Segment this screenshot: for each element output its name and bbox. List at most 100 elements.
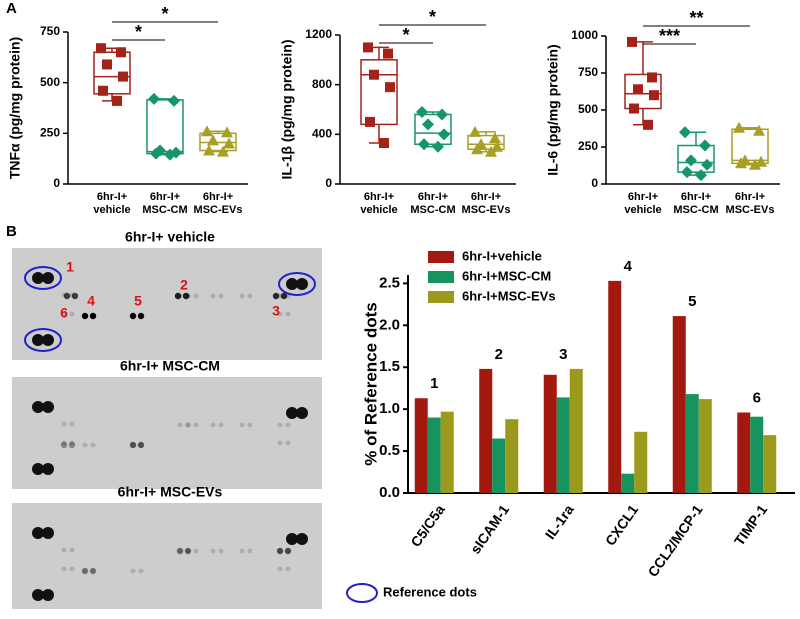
reference-dot (42, 334, 54, 346)
blot-spot (218, 293, 224, 299)
blot-spot (130, 568, 136, 574)
data-point (207, 134, 219, 146)
blot-spot (247, 548, 253, 554)
reference-dot (42, 401, 54, 413)
blot-spot (285, 311, 291, 317)
blot-spot (81, 567, 89, 575)
blot-spot (137, 441, 145, 449)
bar (569, 368, 583, 493)
y-tick-label: 500 (578, 102, 598, 116)
blot-spot (247, 422, 253, 428)
spot-label: 1 (66, 259, 74, 275)
y-tick-label: 0 (325, 176, 332, 190)
data-point (438, 128, 450, 141)
data-point (685, 154, 697, 167)
data-point (201, 125, 213, 137)
y-tick-label: 1.5 (379, 358, 400, 375)
x-tick-label: sICAM-1 (467, 501, 512, 556)
data-point (699, 139, 711, 152)
y-tick-label: 0 (591, 176, 598, 190)
box (360, 59, 398, 126)
blot-spot (218, 422, 224, 428)
data-point (755, 155, 767, 167)
data-point (148, 92, 160, 105)
reference-dot (32, 401, 44, 413)
data-point (168, 94, 180, 107)
y-tick-label: 1.0 (379, 400, 400, 417)
x-tick-label: 6hr-I+ (97, 191, 127, 203)
data-point (647, 72, 657, 83)
blot-spot (69, 440, 75, 446)
y-tick-label: 250 (578, 139, 598, 153)
blot-spot (218, 548, 224, 554)
bar-annotation: 1 (430, 375, 438, 392)
y-tick-label: 500 (40, 75, 60, 89)
blot-title: 6hr-I+ vehicle (125, 229, 215, 245)
data-point (469, 125, 481, 137)
blot-spot (280, 292, 288, 300)
y-tick-label: 0.5 (379, 442, 400, 459)
x-tick-label: 6hr-I+ (628, 191, 658, 203)
bar (505, 419, 519, 493)
blot-spot (285, 440, 291, 446)
blot-spot (174, 292, 182, 300)
bar-annotation: 4 (624, 258, 633, 275)
blot-spot (185, 422, 191, 428)
reference-dot (32, 334, 44, 346)
data-point (629, 103, 639, 114)
y-tick-label: 0 (53, 176, 60, 190)
y-tick-label: 800 (312, 77, 332, 91)
blot-spot (69, 421, 75, 427)
x-tick-label: CXCL1 (602, 502, 642, 549)
data-point (102, 59, 112, 70)
blot-spot (89, 312, 97, 320)
data-point (643, 119, 653, 130)
reference-dot (32, 463, 44, 475)
blot-spot (239, 293, 245, 299)
bar (621, 473, 635, 493)
y-tick-label: 750 (40, 24, 60, 38)
data-point (203, 144, 215, 156)
x-tick-label: 6hr-I+ (203, 191, 233, 203)
y-axis-label: IL-1β (pg/mg protein) (279, 40, 295, 180)
x-tick-label: IL-1ra (542, 501, 577, 542)
legend-label: 6hr-I+vehicle (462, 248, 542, 263)
reference-dot (32, 589, 44, 601)
blot-legend-label: Reference dots (383, 584, 477, 599)
x-tick-label: MSC-CM (410, 204, 455, 216)
blot-spot (138, 568, 144, 574)
data-point (418, 138, 430, 151)
blot-spot (210, 548, 216, 554)
blot-spot (63, 292, 71, 300)
bar-annotation: 5 (688, 293, 696, 310)
reference-dot (42, 463, 54, 475)
x-tick-label: 6hr-I+ (150, 191, 180, 203)
legend-ellipse (346, 583, 378, 603)
y-tick-label: 400 (312, 127, 332, 141)
blot-spot (90, 442, 96, 448)
blot-spot (61, 311, 67, 317)
legend-swatch (428, 251, 454, 263)
reference-dot (286, 278, 298, 290)
blot-title: 6hr-I+ MSC-CM (120, 358, 220, 374)
y-tick-label: 750 (578, 65, 598, 79)
data-point (383, 48, 393, 59)
data-point (385, 82, 395, 93)
blot-spot (182, 292, 190, 300)
data-point (416, 105, 428, 118)
x-tick-label: vehicle (624, 204, 661, 216)
data-point (649, 90, 659, 101)
blot-spot (61, 440, 67, 446)
bar (427, 417, 441, 493)
data-point (365, 116, 375, 127)
blot-spot (185, 422, 191, 428)
reference-dot (296, 533, 308, 545)
blot-spot (69, 566, 75, 572)
data-point (436, 108, 448, 121)
reference-dot (42, 272, 54, 284)
blot-spot (71, 292, 79, 300)
x-tick-label: TIMP-1 (731, 501, 771, 548)
data-point (753, 124, 765, 136)
data-point (701, 158, 713, 171)
blot-spot (129, 312, 137, 320)
